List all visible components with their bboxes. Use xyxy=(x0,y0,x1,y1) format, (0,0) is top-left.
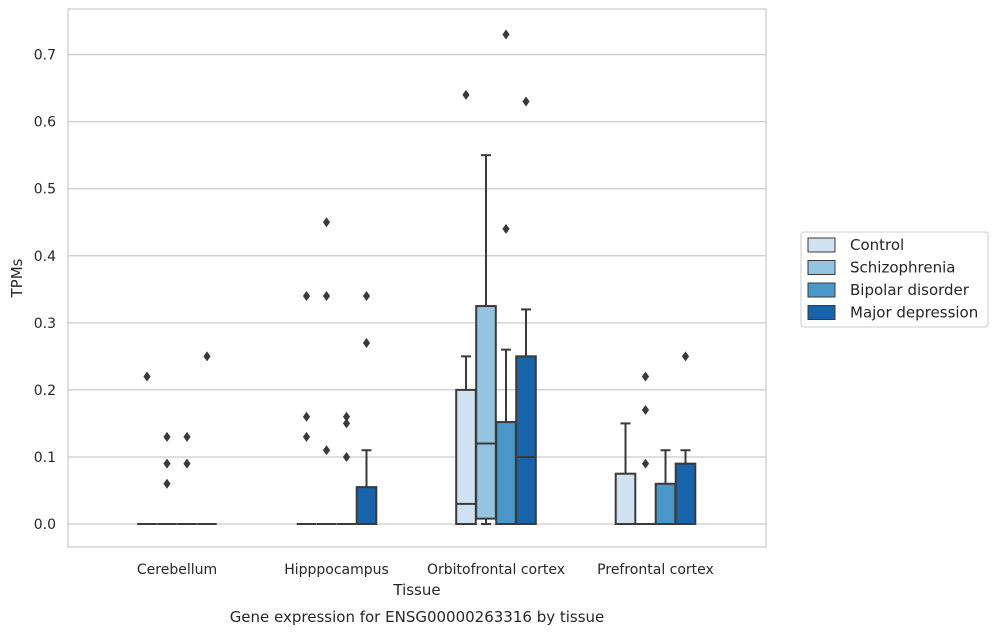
outlier-point xyxy=(522,96,530,107)
box xyxy=(654,482,677,526)
outlier-point xyxy=(681,351,690,362)
box-plot-marks xyxy=(137,29,697,526)
outlier-point xyxy=(502,29,510,40)
grid-lines xyxy=(68,53,766,525)
x-tick-label: Prefrontal cortex xyxy=(597,562,714,578)
outlier-point xyxy=(322,445,331,456)
box-bipolar-disorder xyxy=(177,431,197,525)
legend-swatch xyxy=(807,282,836,298)
box-schizophrenia xyxy=(475,154,497,525)
box xyxy=(614,472,637,525)
legend-label: Schizophrenia xyxy=(850,259,955,277)
y-tick-label: 0.3 xyxy=(34,316,56,332)
box-bipolar-disorder xyxy=(336,411,357,525)
outlier-point xyxy=(362,337,371,348)
outlier-point xyxy=(502,223,510,234)
chart-title: Gene expression for ENSG00000263316 by t… xyxy=(230,608,605,626)
outlier-point xyxy=(163,458,171,469)
box-major-depression xyxy=(515,96,537,525)
legend: Control Schizophrenia Bipolar disorder Majo… xyxy=(800,231,989,328)
x-tick-label: Cerebellum xyxy=(137,562,217,578)
legend-swatch xyxy=(807,237,836,253)
y-axis-label: TPMs xyxy=(8,258,26,298)
legend-label: Control xyxy=(850,236,904,254)
legend-swatch xyxy=(807,260,836,275)
outlier-point xyxy=(342,418,351,429)
outlier-point xyxy=(302,411,311,422)
box xyxy=(355,486,378,526)
box xyxy=(475,305,497,520)
y-tick-label: 0.4 xyxy=(34,249,56,265)
y-tick-label: 0.6 xyxy=(34,115,56,131)
box-major-depression xyxy=(355,290,378,526)
outlier-point xyxy=(362,290,371,301)
x-tick-label: Orbitofrontal cortex xyxy=(427,562,565,578)
outlier-point xyxy=(302,290,311,301)
outlier-point xyxy=(342,451,351,462)
outlier-point xyxy=(183,458,191,469)
outlier-point xyxy=(143,371,151,382)
box xyxy=(674,462,697,525)
outlier-point xyxy=(322,290,331,301)
box-bipolar-disorder xyxy=(654,449,677,526)
outlier-point xyxy=(342,411,351,422)
y-tick-labels: 0.0 0.1 0.2 0.3 0.4 0.5 0.6 0.7 xyxy=(34,48,56,533)
outlier-point xyxy=(641,371,650,382)
x-tick-labels: Cerebellum Hipppocampus Orbitofrontal cort… xyxy=(137,562,714,578)
legend-frame xyxy=(800,231,989,328)
box-schizophrenia xyxy=(635,371,656,525)
legend-swatch xyxy=(807,305,836,320)
outlier-point xyxy=(183,431,191,442)
box-control xyxy=(296,290,317,525)
box-schizophrenia xyxy=(316,217,337,525)
y-tick-label: 0.5 xyxy=(34,182,56,198)
box-control xyxy=(137,371,157,525)
outlier-point xyxy=(302,431,311,442)
box xyxy=(495,421,517,525)
outlier-point xyxy=(462,89,470,100)
y-tick-label: 0.0 xyxy=(34,517,56,533)
plot-frame xyxy=(67,8,767,548)
y-tick-label: 0.1 xyxy=(34,450,56,466)
outlier-point xyxy=(641,404,650,415)
x-tick-label: Hipppocampus xyxy=(284,562,389,578)
box xyxy=(515,355,537,525)
box-control xyxy=(614,422,637,525)
box-major-depression xyxy=(197,351,217,525)
outlier-point xyxy=(163,431,171,442)
box-control xyxy=(455,89,477,525)
outlier-point xyxy=(203,351,211,362)
legend-label: Bipolar disorder xyxy=(850,281,970,299)
y-tick-label: 0.7 xyxy=(34,48,56,64)
box-bipolar-disorder xyxy=(495,29,517,525)
x-axis-label: Tissue xyxy=(392,581,440,599)
outlier-point xyxy=(641,458,650,469)
outlier-point xyxy=(322,217,331,228)
y-tick-label: 0.2 xyxy=(34,383,56,399)
legend-label: Major depression xyxy=(850,304,978,322)
box-schizophrenia xyxy=(157,431,177,525)
box-major-depression xyxy=(674,351,697,525)
outlier-point xyxy=(163,478,171,489)
